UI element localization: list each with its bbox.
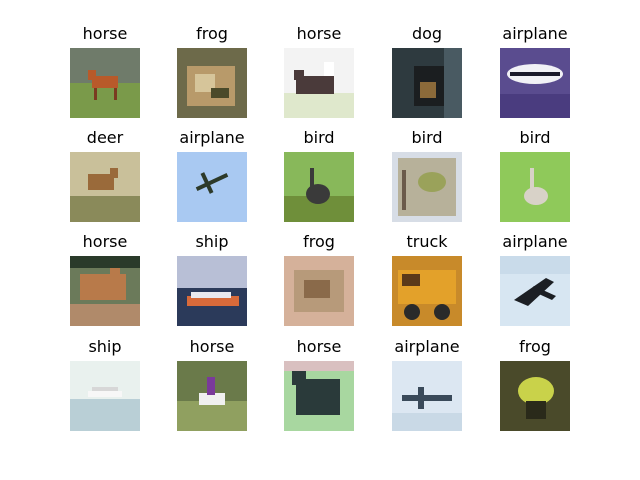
bird-photo-icon <box>392 152 462 222</box>
grid-cell-1: frog <box>157 24 267 124</box>
image-label: bird <box>519 128 551 147</box>
grid-cell-2: horse <box>264 24 374 124</box>
dog-photo-icon <box>392 48 462 118</box>
image-label: dog <box>411 24 443 43</box>
grid-cell-6: airplane <box>157 128 267 228</box>
image-label: horse <box>189 337 235 356</box>
image-label: ship <box>88 337 122 356</box>
horse-photo-icon <box>70 48 140 118</box>
image-label: airplane <box>394 337 460 356</box>
image-label: deer <box>86 128 124 147</box>
grid-cell-18: airplane <box>372 337 482 437</box>
image-label: horse <box>296 24 342 43</box>
airplane-photo-icon <box>500 48 570 118</box>
grid-cell-17: horse <box>264 337 374 437</box>
image-label: truck <box>406 232 448 251</box>
truck-photo-icon <box>392 256 462 326</box>
grid-cell-5: deer <box>50 128 160 228</box>
grid-cell-15: ship <box>50 337 160 437</box>
frog-photo-icon <box>284 256 354 326</box>
image-label: bird <box>303 128 335 147</box>
grid-cell-9: bird <box>480 128 590 228</box>
image-label: airplane <box>179 128 245 147</box>
grid-cell-11: ship <box>157 232 267 332</box>
horse-photo-icon <box>70 256 140 326</box>
horse-photo-icon <box>284 48 354 118</box>
horse-photo-icon <box>284 361 354 431</box>
airplane-photo-icon <box>392 361 462 431</box>
bird-photo-icon <box>284 152 354 222</box>
grid-cell-16: horse <box>157 337 267 437</box>
image-label: frog <box>303 232 335 251</box>
grid-cell-3: dog <box>372 24 482 124</box>
horse-photo-icon <box>177 361 247 431</box>
image-label: horse <box>82 24 128 43</box>
ship-photo-icon <box>70 361 140 431</box>
image-label: frog <box>196 24 228 43</box>
airplane-photo-icon <box>177 152 247 222</box>
deer-photo-icon <box>70 152 140 222</box>
image-label: airplane <box>502 24 568 43</box>
bird-photo-icon <box>500 152 570 222</box>
grid-cell-14: airplane <box>480 232 590 332</box>
grid-cell-7: bird <box>264 128 374 228</box>
image-label: airplane <box>502 232 568 251</box>
ship-photo-icon <box>177 256 247 326</box>
image-label: horse <box>82 232 128 251</box>
image-label: bird <box>411 128 443 147</box>
airplane-photo-icon <box>500 256 570 326</box>
grid-cell-0: horse <box>50 24 160 124</box>
grid-cell-4: airplane <box>480 24 590 124</box>
grid-cell-8: bird <box>372 128 482 228</box>
grid-cell-10: horse <box>50 232 160 332</box>
image-label: horse <box>296 337 342 356</box>
image-label: ship <box>195 232 229 251</box>
image-label: frog <box>519 337 551 356</box>
grid-cell-19: frog <box>480 337 590 437</box>
frog-photo-icon <box>177 48 247 118</box>
grid-cell-12: frog <box>264 232 374 332</box>
grid-cell-13: truck <box>372 232 482 332</box>
frog-photo-icon <box>500 361 570 431</box>
